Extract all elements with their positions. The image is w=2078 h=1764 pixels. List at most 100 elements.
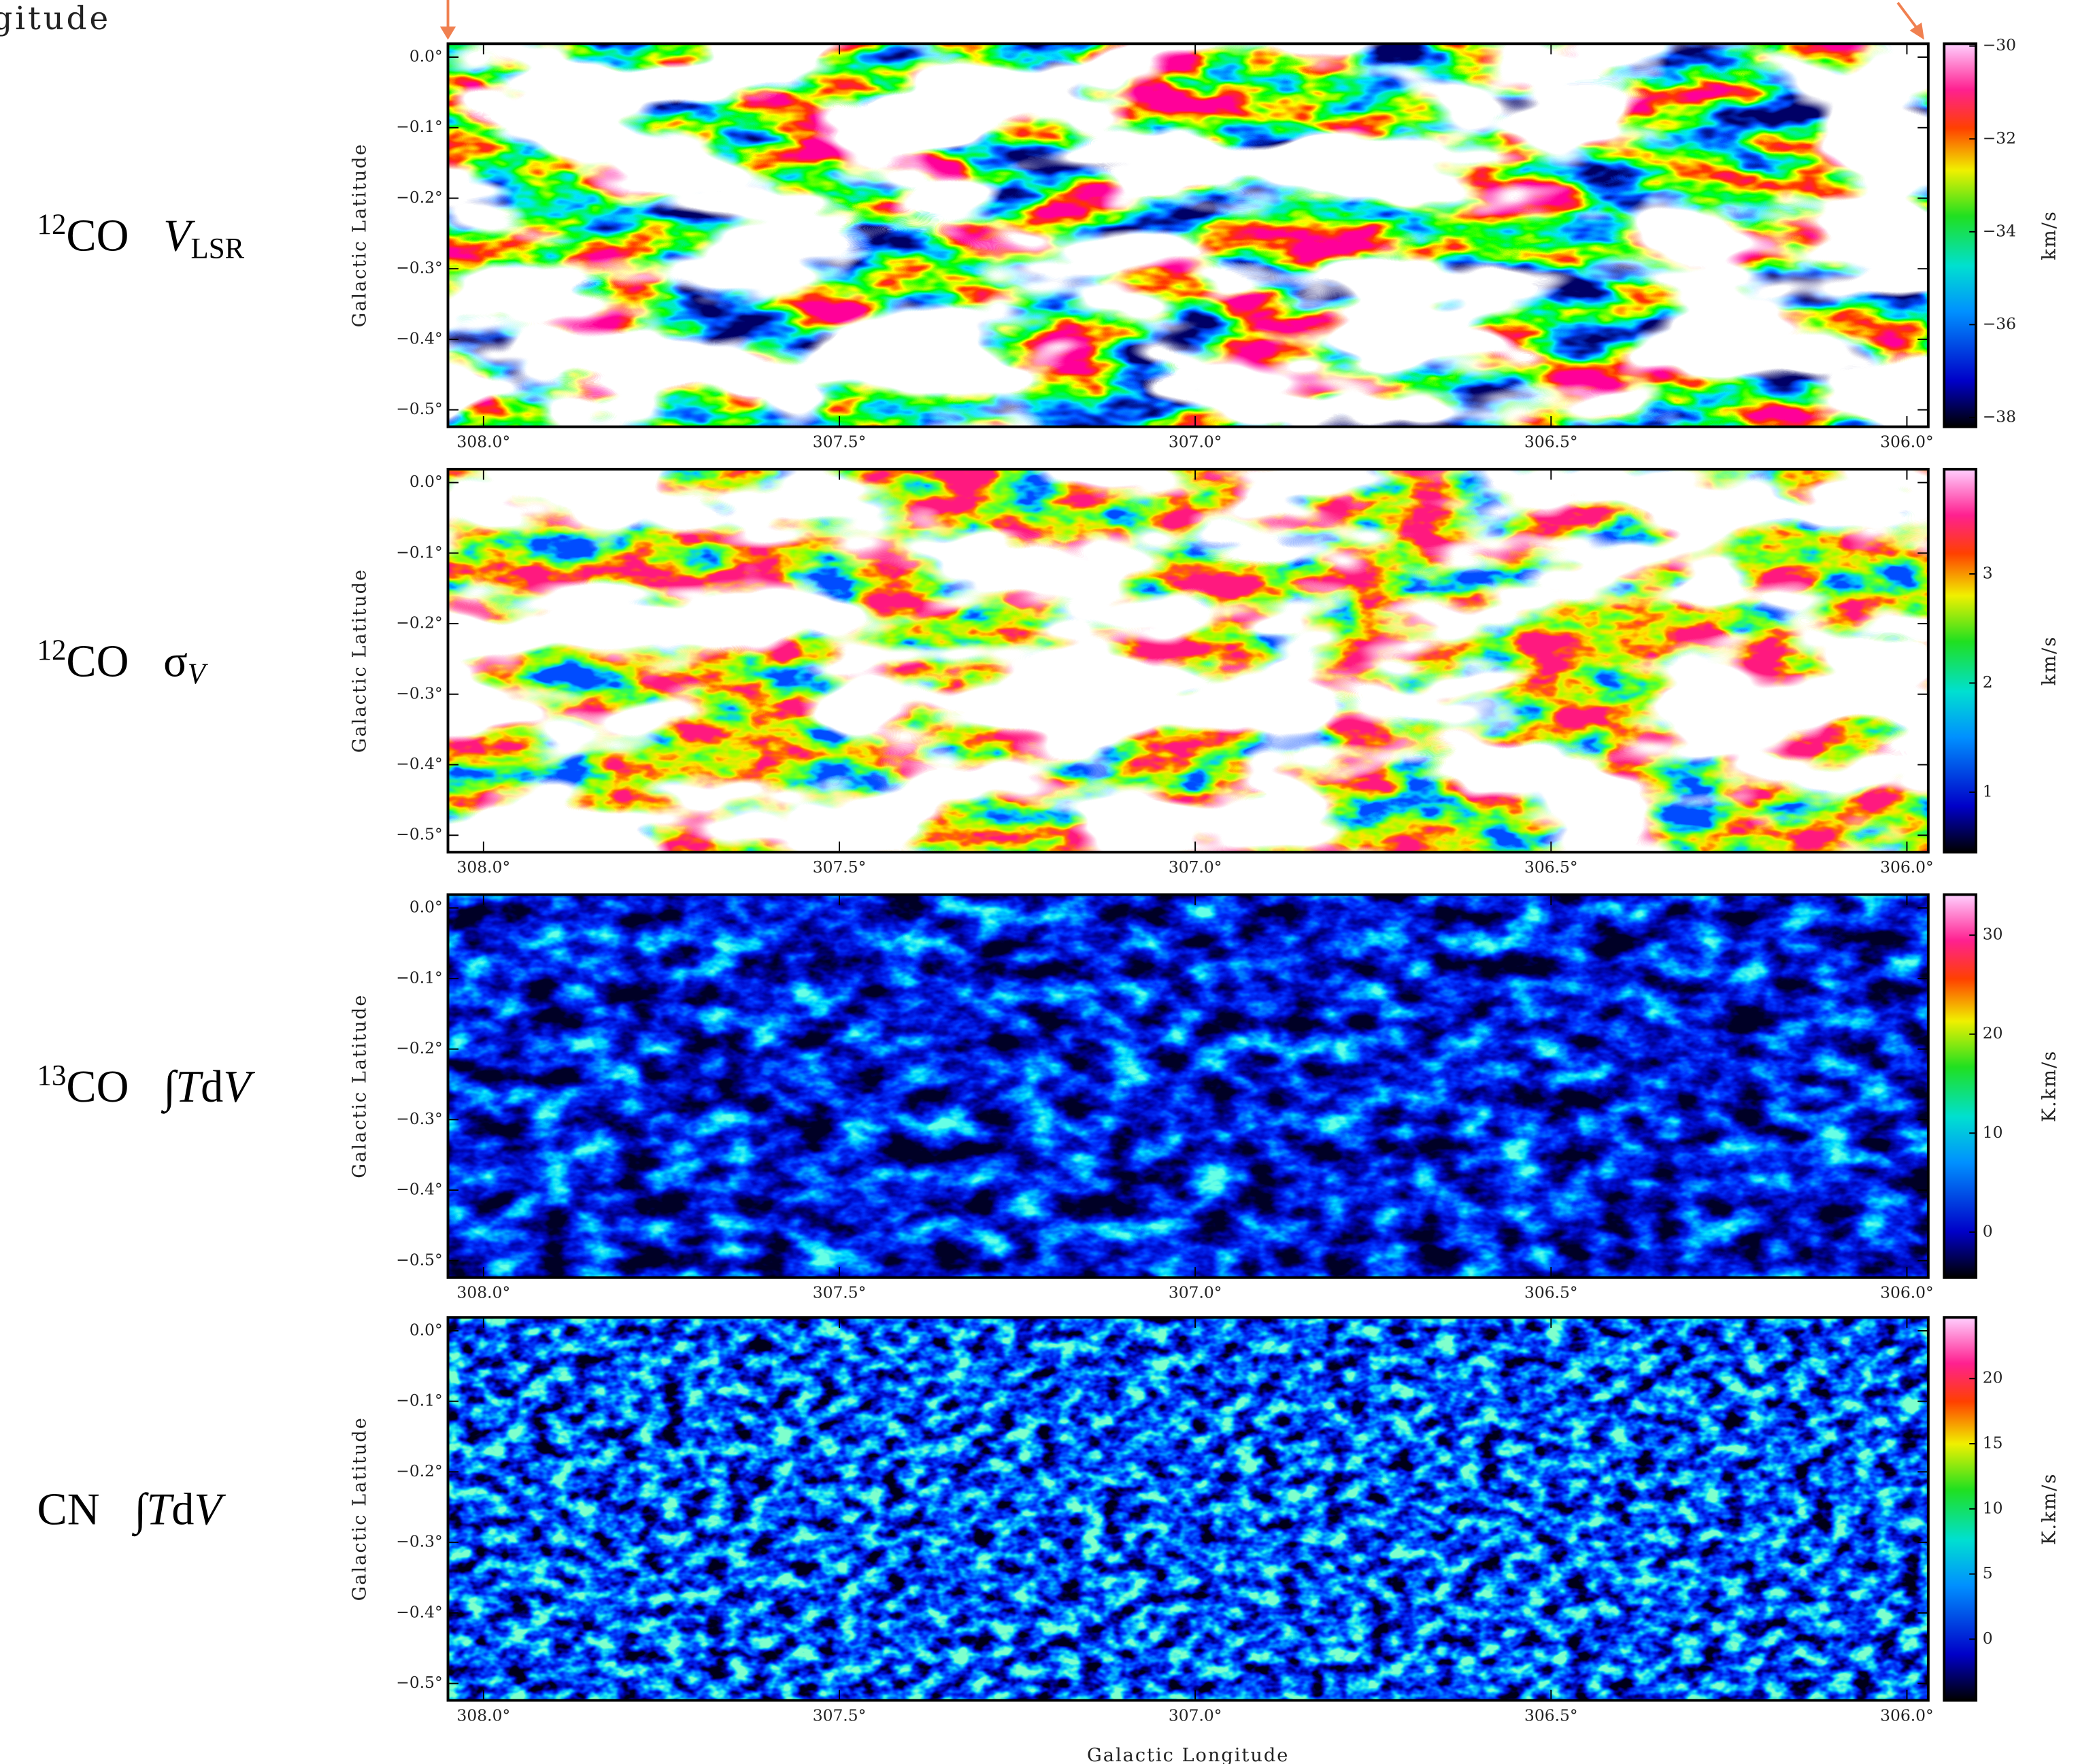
colorbar-tick-label: −30: [1983, 35, 2016, 54]
y-tick-label: −0.2°: [396, 1461, 442, 1480]
row-label-part: V: [163, 211, 195, 261]
colorbar-tick-label: 1: [1983, 781, 1993, 800]
x-tick-label: 307.5°: [813, 1283, 867, 1302]
x-tick-label: 306.0°: [1880, 432, 1934, 451]
x-tick-label: 307.5°: [813, 858, 867, 877]
y-axis-label: Galactic Latitude: [349, 994, 370, 1178]
x-tick-label: 308.0°: [457, 1283, 511, 1302]
map-image: [448, 44, 1928, 427]
colorbar-label: km/s: [2039, 636, 2060, 685]
x-tick-label: 306.0°: [1880, 1283, 1934, 1302]
y-tick-label: −0.1°: [396, 1391, 442, 1410]
y-tick-label: −0.5°: [396, 825, 442, 844]
y-tick-label: −0.4°: [396, 754, 442, 773]
colorbar: [1943, 467, 1977, 854]
x-tick-label: 307.0°: [1169, 432, 1222, 451]
x-axis-label: Galactic Longitude: [1087, 1745, 1289, 1764]
map-frame: [446, 893, 1930, 1279]
y-tick-label: −0.2°: [396, 1038, 442, 1057]
row-label: CN ∫TdV: [37, 1485, 227, 1537]
x-tick-label: 308.0°: [457, 432, 511, 451]
row-label-part: ∫: [131, 1485, 149, 1537]
map-frame: [446, 1316, 1930, 1702]
colorbar-label: K.km/s: [2039, 1473, 2060, 1545]
colorbar-tick-label: −38: [1983, 407, 2016, 426]
row-label: 12CO σV: [37, 634, 209, 690]
x-tick-label: 307.5°: [813, 1706, 867, 1725]
header-text: gitude: [0, 1, 111, 37]
row-label-part: CO: [66, 1062, 129, 1112]
row-label-part: V: [188, 658, 209, 690]
y-tick-label: −0.5°: [396, 1673, 442, 1692]
y-tick-label: 0.0°: [409, 472, 443, 491]
colorbar-tick-label: 2: [1983, 673, 1993, 692]
y-axis-label: Galactic Latitude: [349, 1417, 370, 1601]
row-label: 12CO VLSR: [37, 209, 245, 265]
x-tick-label: 306.0°: [1880, 858, 1934, 877]
colorbar-label: km/s: [2039, 210, 2060, 260]
x-tick-label: 307.0°: [1169, 1283, 1222, 1302]
colorbar-tick-label: 5: [1983, 1563, 1993, 1582]
colorbar-tick-label: 15: [1983, 1434, 2003, 1453]
map-image: [448, 469, 1928, 853]
row-label-part: CO: [66, 211, 129, 261]
x-tick-label: 307.0°: [1169, 858, 1222, 877]
y-tick-label: −0.5°: [396, 399, 442, 418]
y-tick-label: −0.1°: [396, 968, 442, 987]
x-tick-label: 307.5°: [813, 432, 867, 451]
row-label-part: CN: [37, 1485, 100, 1535]
x-tick-label: 306.5°: [1524, 432, 1578, 451]
x-tick-label: 308.0°: [457, 858, 511, 877]
y-tick-label: −0.5°: [396, 1250, 442, 1269]
map-image: [448, 894, 1928, 1278]
y-tick-label: −0.1°: [396, 117, 442, 136]
x-tick-label: 306.5°: [1524, 1283, 1578, 1302]
colorbar-label: K.km/s: [2039, 1050, 2060, 1122]
row-label-part: 12: [37, 209, 67, 241]
x-tick-label: 306.5°: [1524, 1706, 1578, 1725]
y-tick-label: −0.3°: [396, 1532, 442, 1551]
y-tick-label: −0.2°: [396, 613, 442, 632]
map-frame: [446, 42, 1930, 428]
row-label-part: T: [146, 1485, 174, 1535]
y-tick-label: 0.0°: [409, 1320, 443, 1339]
y-tick-label: −0.3°: [396, 1109, 442, 1128]
arrow: [439, 0, 1924, 40]
y-tick-label: 0.0°: [409, 47, 443, 66]
x-tick-label: 308.0°: [457, 1706, 511, 1725]
colorbar-tick-label: 10: [1983, 1123, 2003, 1142]
colorbar-tick-label: 3: [1983, 563, 1993, 582]
y-tick-label: −0.1°: [396, 543, 442, 562]
colorbar-tick-label: 20: [1983, 1023, 2003, 1042]
row-label-part: CO: [66, 637, 129, 687]
row-label-part: d: [201, 1062, 223, 1112]
row-label-part: d: [171, 1485, 194, 1535]
row-label-part: 12: [37, 634, 67, 666]
y-tick-label: −0.2°: [396, 188, 442, 207]
colorbar: [1943, 42, 1977, 428]
x-tick-label: 307.0°: [1169, 1706, 1222, 1725]
row-label-part: LSR: [191, 233, 245, 265]
colorbar-tick-label: 0: [1983, 1221, 1993, 1240]
row-label-part: ∫: [161, 1062, 178, 1114]
x-tick-label: 306.5°: [1524, 858, 1578, 877]
colorbar-tick-label: −32: [1983, 129, 2016, 148]
y-tick-label: 0.0°: [409, 898, 443, 917]
row-label-part: σ: [163, 637, 188, 687]
row-label: 13CO ∫TdV: [37, 1059, 256, 1114]
colorbar-tick-label: 20: [1983, 1368, 2003, 1387]
map-image: [448, 1317, 1928, 1701]
row-label-part: V: [223, 1062, 255, 1112]
y-axis-label: Galactic Latitude: [349, 143, 370, 327]
map-frame: [446, 467, 1930, 854]
row-label-part: V: [194, 1485, 226, 1535]
row-label-part: T: [175, 1062, 203, 1112]
y-tick-label: −0.3°: [396, 683, 442, 702]
colorbar-tick-label: 0: [1983, 1629, 1993, 1648]
y-tick-label: −0.3°: [396, 258, 442, 277]
colorbar-tick-label: −34: [1983, 221, 2016, 240]
y-axis-label: Galactic Latitude: [349, 569, 370, 753]
y-tick-label: −0.4°: [396, 1180, 442, 1199]
colorbar-tick-label: 30: [1983, 925, 2003, 944]
